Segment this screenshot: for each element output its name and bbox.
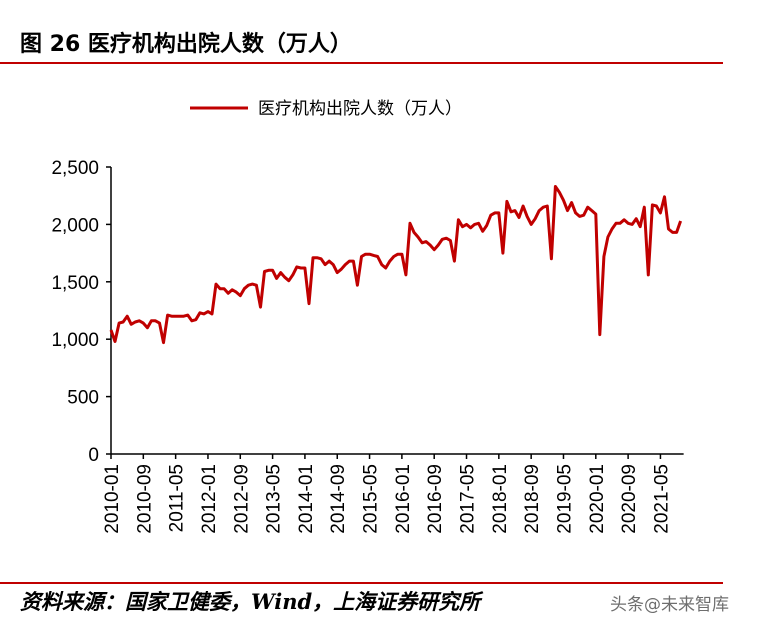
footer-rule bbox=[0, 582, 723, 584]
x-tick-label: 2020-01 bbox=[587, 464, 608, 534]
watermark: 头条@未来智库 bbox=[610, 595, 729, 615]
y-tick-label: 0 bbox=[88, 445, 99, 466]
x-tick-label: 2010-09 bbox=[134, 464, 155, 534]
x-tick-label: 2012-01 bbox=[199, 464, 220, 534]
x-tick-label: 2020-09 bbox=[619, 464, 640, 534]
y-tick-label: 2,500 bbox=[51, 158, 99, 179]
x-tick-label: 2018-01 bbox=[490, 464, 511, 534]
y-axis: 0 500 1,000 1,500 2,000 2,500 bbox=[51, 158, 112, 466]
legend: 医疗机构出院人数（万人） bbox=[190, 99, 462, 119]
x-tick-label: 2016-09 bbox=[425, 464, 446, 534]
y-tick-label: 500 bbox=[67, 388, 99, 409]
series-line bbox=[109, 185, 683, 345]
legend-label: 医疗机构出院人数（万人） bbox=[258, 99, 462, 119]
x-tick-label: 2011-05 bbox=[167, 464, 188, 532]
data-points bbox=[110, 186, 681, 343]
y-tick-label: 1,000 bbox=[51, 330, 99, 351]
x-tick-label: 2015-05 bbox=[361, 464, 382, 534]
y-tick-label: 1,500 bbox=[51, 273, 99, 294]
x-tick-label: 2014-01 bbox=[296, 464, 317, 534]
x-tick-label: 2016-01 bbox=[393, 464, 414, 534]
source-note: 资料来源：国家卫健委，Wind，上海证券研究所 bbox=[20, 589, 481, 614]
title-rule bbox=[0, 62, 723, 64]
x-axis: 2010-01 2010-09 2011-05 2012-01 2012-09 2013-… bbox=[102, 453, 684, 534]
x-tick-label: 2018-09 bbox=[522, 464, 543, 534]
x-tick-label: 2017-05 bbox=[458, 464, 479, 534]
x-tick-label: 2021-05 bbox=[651, 464, 672, 534]
y-tick-label: 2,000 bbox=[51, 215, 99, 236]
figure-title: 图 26 医疗机构出院人数（万人） bbox=[20, 32, 352, 57]
x-tick-label: 2010-01 bbox=[102, 464, 123, 534]
x-tick-label: 2019-05 bbox=[554, 464, 575, 534]
x-tick-label: 2012-09 bbox=[231, 464, 252, 534]
x-tick-label: 2014-09 bbox=[328, 464, 349, 534]
x-tick-label: 2013-05 bbox=[264, 464, 285, 534]
